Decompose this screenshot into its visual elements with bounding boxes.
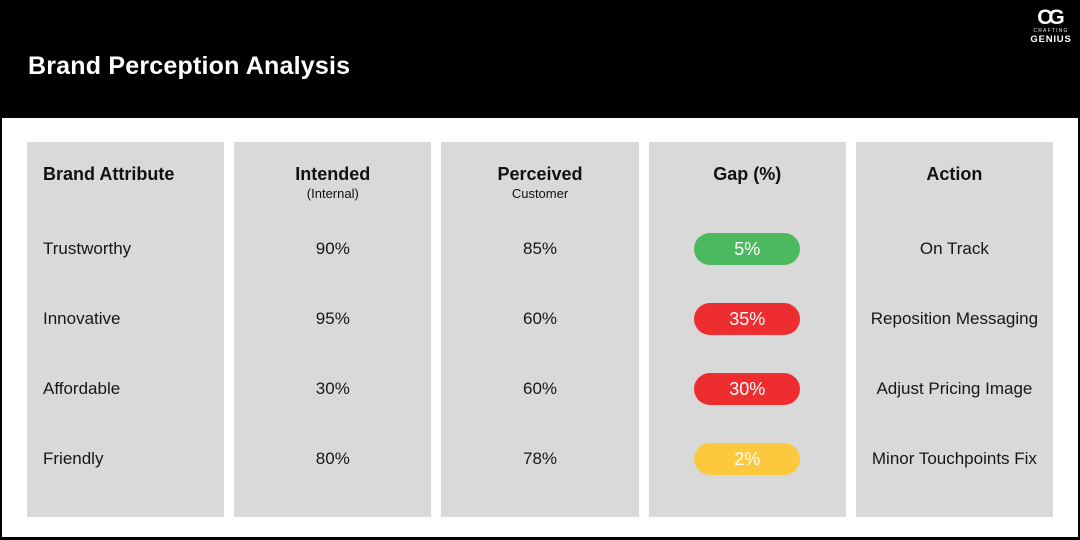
cell-attribute-row1: Trustworthy	[43, 239, 132, 258]
action-text: Minor Touchpoints Fix	[871, 448, 1037, 468]
column-subheader-label: (Internal)	[306, 186, 359, 201]
brand-logo: CG CRAFTING GENIUS	[1028, 7, 1074, 45]
cell-perceived-row4: 78%	[522, 449, 558, 468]
column-header-label: Perceived	[497, 164, 583, 184]
cell-gap-row4: 2%	[649, 424, 846, 494]
action-text: Adjust Pricing Image	[876, 378, 1033, 398]
column-header-label: Brand Attribute	[43, 164, 175, 184]
column-header-label: Intended	[295, 164, 371, 184]
cell-action-row2: Reposition Messaging	[856, 284, 1053, 354]
gap-badge-green: 5%	[694, 233, 801, 265]
cell-attribute-row3: Affordable	[43, 379, 121, 398]
cell-action-row1: On Track	[856, 214, 1053, 284]
cell-gap-row2: 35%	[649, 284, 846, 354]
column-header-intended: Intended (Internal)	[234, 142, 431, 214]
cell-action-row4: Minor Touchpoints Fix	[856, 424, 1053, 494]
gap-badge-red: 35%	[694, 303, 801, 335]
cell-perceived-row3: 60%	[522, 379, 558, 398]
column-gap: Gap (%) 5% 35% 30% 2%	[648, 142, 846, 517]
column-header-gap: Gap (%)	[649, 142, 846, 214]
logo-monogram: CG	[1037, 6, 1065, 29]
cell-action-row3: Adjust Pricing Image	[856, 354, 1053, 424]
cell-gap-row3: 30%	[649, 354, 846, 424]
column-intended: Intended (Internal) 90% 95% 30% 80%	[234, 142, 432, 517]
column-action: Action On Track Reposition Messaging Adj…	[855, 142, 1054, 517]
column-header-label: Action	[926, 164, 983, 184]
action-text: On Track	[919, 238, 989, 258]
cell-intended-row4: 80%	[315, 449, 350, 468]
cell-intended-row1: 90%	[315, 239, 350, 258]
column-brand-attribute: Brand Attribute Trustworthy Innovative A…	[27, 142, 225, 517]
header-bar: Brand Perception Analysis CG CRAFTING GE…	[0, 0, 1080, 118]
cell-gap-row1: 5%	[649, 214, 846, 284]
cell-perceived-row1: 85%	[522, 239, 558, 258]
cell-perceived-row2: 60%	[522, 309, 558, 328]
cell-intended-row2: 95%	[315, 309, 350, 328]
column-header-action: Action	[856, 142, 1053, 214]
cell-intended-row3: 30%	[315, 379, 350, 398]
column-header-brand-attribute: Brand Attribute	[27, 142, 224, 214]
cell-attribute-row2: Innovative	[43, 309, 121, 328]
column-header-perceived: Perceived Customer	[441, 142, 638, 214]
logo-tagline-bottom: GENIUS	[1030, 34, 1072, 45]
comparison-table: Brand Attribute Trustworthy Innovative A…	[27, 142, 1054, 517]
action-text: Reposition Messaging	[870, 308, 1039, 328]
column-header-label: Gap (%)	[713, 164, 782, 184]
page-title: Brand Perception Analysis	[28, 52, 351, 80]
gap-badge-red: 30%	[694, 373, 801, 405]
column-subheader-label: Customer	[511, 186, 569, 201]
gap-badge-yellow: 2%	[694, 443, 801, 475]
column-perceived: Perceived Customer 85% 60% 60% 78%	[441, 142, 639, 517]
cell-attribute-row4: Friendly	[43, 449, 104, 468]
logo-tagline-top: CRAFTING	[1033, 28, 1069, 34]
